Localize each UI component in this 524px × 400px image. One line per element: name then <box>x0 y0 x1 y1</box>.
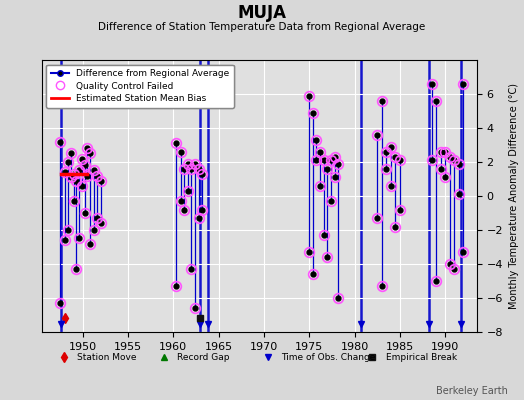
Text: Station Move: Station Move <box>77 353 136 362</box>
Text: Time of Obs. Change: Time of Obs. Change <box>281 353 376 362</box>
Text: Empirical Break: Empirical Break <box>386 353 456 362</box>
Text: Difference of Station Temperature Data from Regional Average: Difference of Station Temperature Data f… <box>99 22 425 32</box>
Text: Record Gap: Record Gap <box>177 353 229 362</box>
Text: Berkeley Earth: Berkeley Earth <box>436 386 508 396</box>
Y-axis label: Monthly Temperature Anomaly Difference (°C): Monthly Temperature Anomaly Difference (… <box>509 83 519 309</box>
Legend: Difference from Regional Average, Quality Control Failed, Estimated Station Mean: Difference from Regional Average, Qualit… <box>47 64 234 108</box>
Text: MUJA: MUJA <box>237 4 287 22</box>
